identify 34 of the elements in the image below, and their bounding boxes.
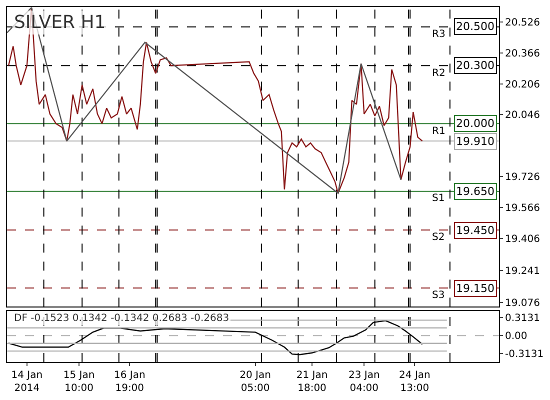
y-tick-label: 20.366	[505, 48, 540, 60]
y-tick-label: 20.206	[505, 79, 540, 90]
ref-line-label: 19.450	[456, 224, 494, 237]
annotation: R1	[432, 126, 446, 137]
chart-title: SILVER H1	[14, 12, 106, 33]
annotation: S3	[432, 290, 445, 301]
x-tick-label: 14 Jan 2014	[11, 370, 43, 394]
ref-line-label: 19.150	[456, 282, 494, 295]
y-tick-label: 0.00	[505, 331, 528, 342]
x-tick-label: 20 Jan 05:00	[240, 370, 271, 394]
y-tick-label: 0.3131	[505, 313, 540, 324]
ref-line-label: 20.000	[456, 117, 494, 130]
annotation: S2	[432, 232, 445, 243]
ref-line-label: 19.650	[456, 185, 494, 198]
y-tick-label: 19.566	[505, 203, 540, 214]
chart-title: DF -0.1523 0.1342 -0.1342 0.2683 -0.2683	[14, 313, 230, 324]
ref-line-label: 19.910	[456, 135, 494, 148]
x-tick-label: 23 Jan 04:00	[348, 370, 380, 394]
x-tick-label: 15 Jan 10:00	[63, 370, 95, 394]
x-tick-label: 16 Jan 19:00	[114, 370, 146, 394]
y-tick-label: -0.3131	[505, 349, 544, 360]
y-tick-label: 19.241	[505, 266, 540, 277]
y-tick-label: 20.526	[505, 17, 540, 28]
y-tick-label: 20.046	[505, 110, 540, 122]
annotation: R2	[432, 68, 446, 79]
ref-line-label: 20.500	[456, 20, 494, 33]
y-tick-label: 19.406	[505, 234, 540, 246]
x-tick-label: 21 Jan 18:00	[296, 370, 328, 394]
x-tick-label: 24 Jan 13:00	[399, 370, 430, 394]
y-tick-label: 19.076	[505, 298, 540, 309]
annotation: R3	[432, 29, 446, 40]
annotation: S1	[432, 193, 445, 204]
ref-line-label: 20.300	[456, 59, 494, 72]
y-tick-label: 19.726	[505, 172, 540, 184]
